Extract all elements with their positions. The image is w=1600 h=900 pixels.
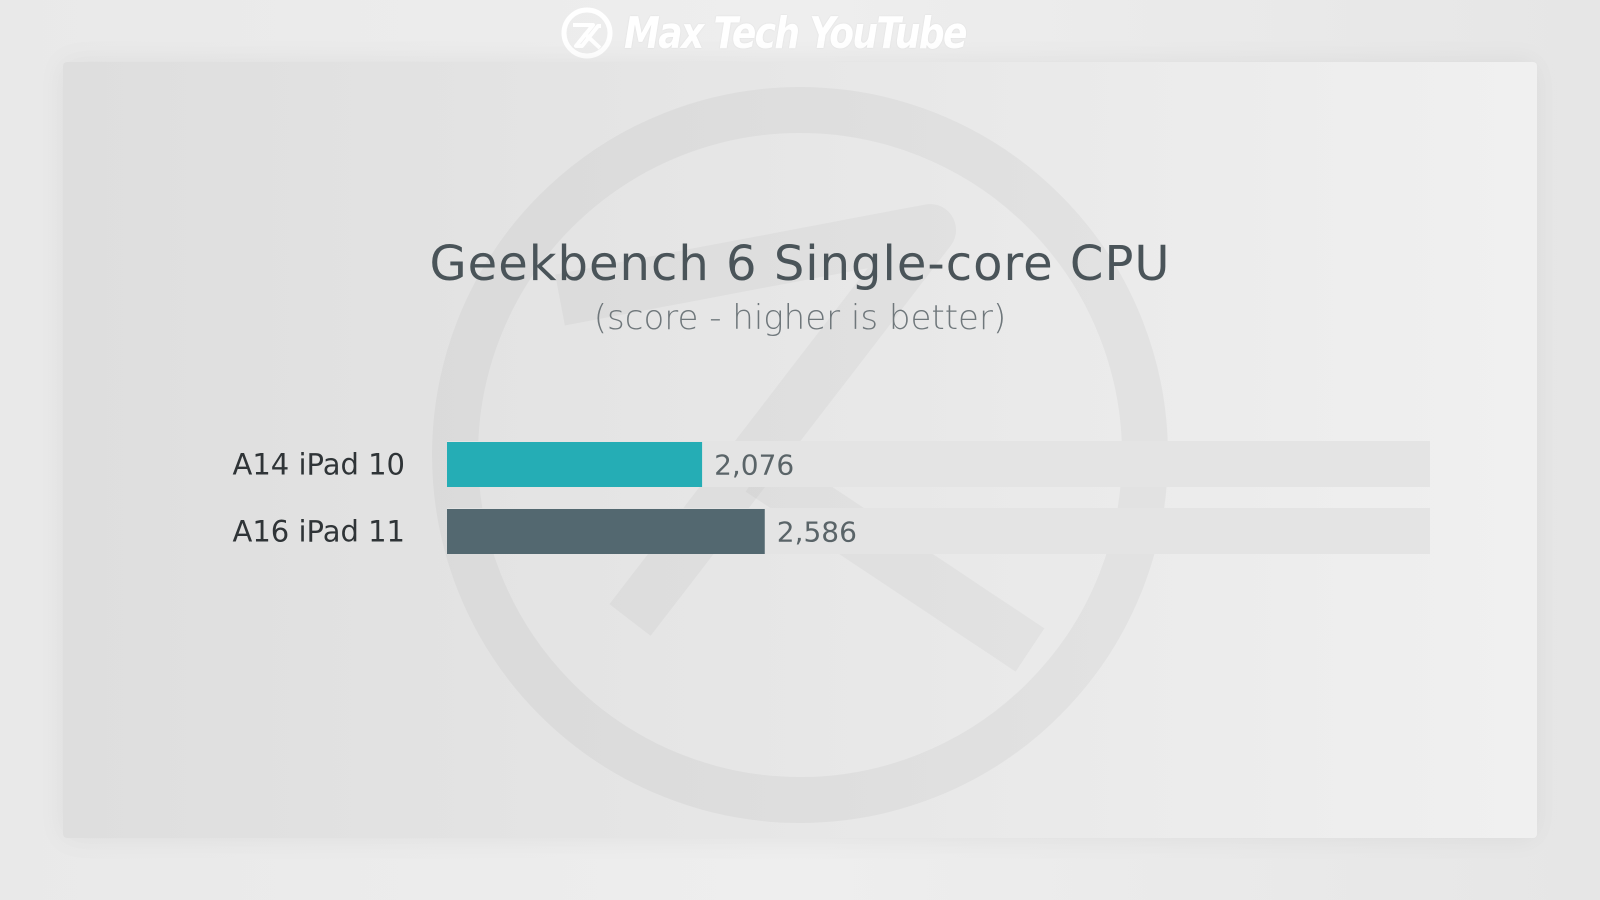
bar xyxy=(447,442,703,487)
category-label: A14 iPad 10 xyxy=(233,448,406,482)
category-label: A16 iPad 11 xyxy=(233,515,406,549)
chart-subtitle: (score - higher is better) xyxy=(593,298,1007,338)
brand-name: Max Tech YouTube xyxy=(623,7,967,59)
value-label: 2,076 xyxy=(714,449,794,482)
brand-header: Max Tech YouTube xyxy=(0,4,1600,62)
bar xyxy=(447,509,765,554)
mt-logo-icon xyxy=(561,7,613,59)
chart-title: Geekbench 6 Single-core CPU xyxy=(429,236,1171,292)
value-label: 2,586 xyxy=(777,516,857,549)
